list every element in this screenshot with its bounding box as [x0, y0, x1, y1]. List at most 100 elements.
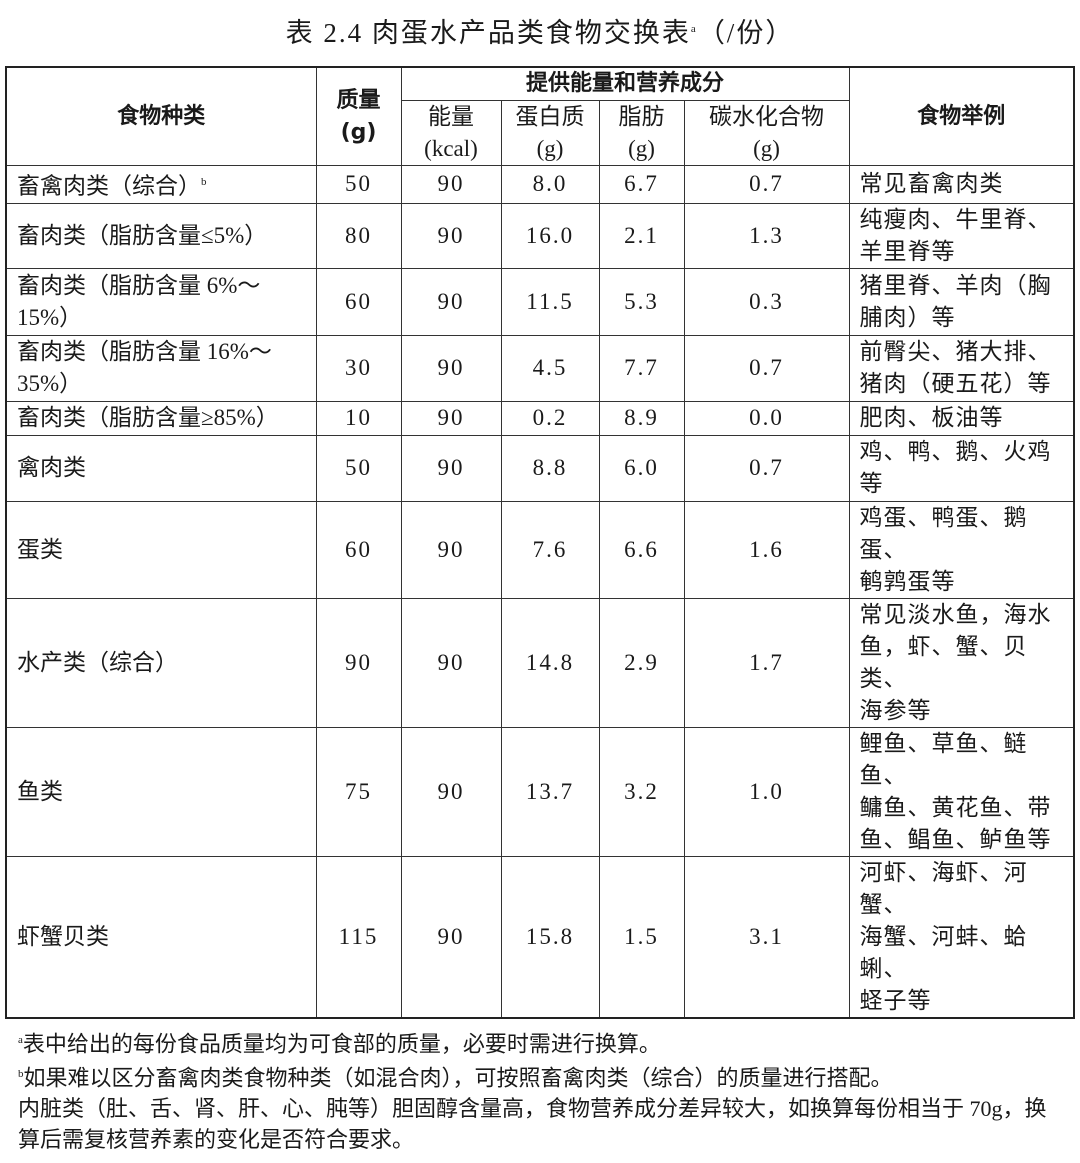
example-text: 猪肉（硬五花）等 — [859, 371, 1052, 397]
food-type-text: 畜禽肉类（综合） — [17, 173, 201, 199]
example-text: 鱼、鲳鱼、鲈鱼等 — [859, 826, 1052, 852]
mass-cell: 75 — [315, 726, 402, 857]
table-row: 畜肉类（脂肪含量 6%～ 15%） 60 90 11.5 5.3 0.3 猪里脊、羊肉（胸 脯肉… — [5, 267, 1075, 336]
food-type-cell: 畜肉类（脂肪含量≥85%） — [5, 400, 317, 436]
mass-cell: 60 — [315, 500, 402, 599]
footnote-text: 内脏类（肚、舌、肾、肝、心、肫等）胆固醇含量高，食物营养成分差异较大，如换算每份… — [18, 1096, 1047, 1153]
fat-cell: 6.6 — [598, 500, 685, 599]
carb-cell: 1.6 — [683, 500, 850, 599]
header-carb-unit: (g) — [753, 136, 780, 161]
food-type-text: 鱼类 — [17, 778, 63, 804]
example-text: 鲤鱼、草鱼、鲢鱼、 — [859, 730, 1028, 788]
example-text: 河虾、海虾、河蟹、 — [859, 859, 1028, 917]
examples-cell: 常见淡水鱼，海水鱼，虾、蟹、贝类、海参等 — [848, 597, 1075, 728]
protein-cell: 4.5 — [500, 334, 600, 402]
header-fat-unit: (g) — [628, 136, 655, 161]
examples-cell: 河虾、海虾、河蟹、 海蟹、河蚌、蛤蜊、蛏子等 — [848, 855, 1075, 1019]
examples-cell: 纯瘦肉、牛里脊、 羊里脊等 — [848, 202, 1075, 269]
table-row: 虾蟹贝类 115 90 15.8 1.5 3.1 河虾、海虾、河蟹、 海蟹、河蚌、蛤蜊、 蛏子等 — [5, 855, 1075, 1019]
energy-cell: 90 — [400, 500, 502, 599]
energy-cell: 90 — [400, 726, 502, 857]
footnote: 内脏类（肚、舌、肾、肝、心、肫等）胆固醇含量高，食物营养成分差异较大，如换算每份… — [18, 1093, 1068, 1155]
footnotes: a表中给出的每份食品质量均为可食部的质量，必要时需进行换算。 b如果难以区分畜禽肉… — [18, 1025, 1068, 1156]
example-text: 纯瘦肉、牛里脊、 — [859, 206, 1052, 232]
energy-cell: 90 — [400, 597, 502, 728]
fat-cell: 5.3 — [598, 267, 685, 336]
carb-cell: 0.7 — [683, 165, 850, 204]
header-fat-label: 脂肪 — [618, 104, 665, 129]
example-text: 常见畜禽肉类 — [859, 171, 1004, 197]
table-title: 表 2.4 肉蛋水产品类食物交换表a（/份） — [5, 10, 1075, 52]
header-energy: 能量 (kcal) — [400, 100, 502, 166]
table-row: 蛋类 60 90 7.6 6.6 1.6 鸡蛋、鸭蛋、鹅蛋、 鹌鹑蛋等 — [5, 500, 1075, 599]
food-type-text: 蛋类 — [17, 536, 63, 562]
food-type-text: 禽肉类 — [17, 455, 86, 481]
header-energy-unit: (kcal) — [424, 136, 478, 161]
protein-cell: 0.2 — [500, 400, 600, 436]
energy-cell: 90 — [400, 434, 502, 502]
protein-cell: 11.5 — [500, 267, 600, 336]
table-row: 鱼类 75 90 13.7 3.2 1.0 鲤鱼、草鱼、鲢鱼、 鳙鱼、黄花鱼、带 鱼、鲳鱼、鲈鱼… — [5, 726, 1075, 857]
food-type-cell: 畜禽肉类（综合）b — [5, 165, 317, 204]
table-row: 畜肉类（脂肪含量 16%～ 35%） 30 90 4.5 7.7 0.7 前臀尖、猪大排、 猪肉… — [5, 334, 1075, 402]
examples-cell: 鲤鱼、草鱼、鲢鱼、 鳙鱼、黄花鱼、带 鱼、鲳鱼、鲈鱼等 — [848, 726, 1075, 857]
footnote-marker: b — [201, 176, 207, 188]
protein-cell: 13.7 — [500, 726, 600, 857]
table-row: 畜肉类（脂肪含量≥85%） 10 90 0.2 8.9 0.0 肥肉、板油等 — [5, 400, 1075, 436]
food-type-cell: 畜肉类（脂肪含量≤5%） — [5, 202, 317, 269]
energy-cell: 90 — [400, 202, 502, 269]
footnote-text: 表中给出的每份食品质量均为可食部的质量，必要时需进行换算。 — [22, 1030, 661, 1056]
example-text: 等 — [859, 471, 884, 497]
protein-cell: 15.8 — [500, 855, 600, 1019]
fat-cell: 7.7 — [598, 334, 685, 402]
mass-cell: 90 — [315, 597, 402, 728]
example-text: 蛏子等 — [859, 987, 932, 1013]
fat-cell: 2.9 — [598, 597, 685, 728]
protein-cell: 7.6 — [500, 500, 600, 599]
table-row: 水产类（综合） 90 90 14.8 2.9 1.7 常见淡水鱼，海水 鱼，虾、蟹、贝类、 海参… — [5, 597, 1075, 728]
example-text: 鸡、鸭、鹅、火鸡 — [859, 439, 1052, 465]
food-type-cell: 畜肉类（脂肪含量 16%～ 35%） — [5, 334, 317, 402]
energy-cell: 90 — [400, 400, 502, 436]
header-protein: 蛋白质 (g) — [500, 100, 600, 166]
food-type-cell: 畜肉类（脂肪含量 6%～ 15%） — [5, 267, 317, 336]
carb-cell: 0.3 — [683, 267, 850, 336]
example-text: 脯肉）等 — [859, 304, 956, 330]
example-text: 海蟹、河蚌、蛤蜊、 — [859, 923, 1028, 981]
header-protein-label: 蛋白质 — [515, 104, 585, 129]
carb-cell: 3.1 — [683, 855, 850, 1019]
table-row: 畜肉类（脂肪含量≤5%） 80 90 16.0 2.1 1.3 纯瘦肉、牛里脊、 羊里脊等 — [5, 202, 1075, 269]
examples-cell: 常见畜禽肉类 — [848, 165, 1075, 204]
fat-cell: 8.9 — [598, 400, 685, 436]
table-title-unit: （/份） — [697, 18, 795, 48]
mass-cell: 60 — [315, 267, 402, 336]
mass-cell: 80 — [315, 202, 402, 269]
protein-cell: 14.8 — [500, 597, 600, 728]
examples-cell: 鸡蛋、鸭蛋、鹅蛋、 鹌鹑蛋等 — [848, 500, 1075, 599]
food-type-text: 15%） — [17, 304, 83, 330]
protein-cell: 8.8 — [500, 434, 600, 502]
header-carb: 碳水化合物 (g) — [683, 100, 850, 166]
protein-cell: 8.0 — [500, 165, 600, 204]
mass-cell: 115 — [315, 855, 402, 1019]
mass-cell: 50 — [315, 434, 402, 502]
food-type-text: 畜肉类（脂肪含量≤5%） — [17, 222, 268, 248]
carb-cell: 0.7 — [683, 334, 850, 402]
example-text: 鱼，虾、蟹、贝类、 — [859, 633, 1028, 691]
food-exchange-table: 食物种类 质量 (g) 提供能量和营养成分 食物举例 能量 (kcal) 蛋白质 (g… — [5, 66, 1076, 1019]
example-text: 常见淡水鱼，海水 — [859, 601, 1052, 627]
example-text: 海参等 — [859, 697, 932, 723]
energy-cell: 90 — [400, 267, 502, 336]
header-food-type: 食物种类 — [5, 66, 317, 166]
table-row: 畜禽肉类（综合）b 50 90 8.0 6.7 0.7 常见畜禽肉类 — [5, 165, 1075, 204]
energy-cell: 90 — [400, 855, 502, 1019]
mass-cell: 50 — [315, 165, 402, 204]
protein-cell: 16.0 — [500, 202, 600, 269]
mass-cell: 30 — [315, 334, 402, 402]
food-type-cell: 鱼类 — [5, 726, 317, 857]
fat-cell: 6.7 — [598, 165, 685, 204]
energy-cell: 90 — [400, 334, 502, 402]
food-type-cell: 禽肉类 — [5, 434, 317, 502]
food-type-cell: 水产类（综合） — [5, 597, 317, 728]
